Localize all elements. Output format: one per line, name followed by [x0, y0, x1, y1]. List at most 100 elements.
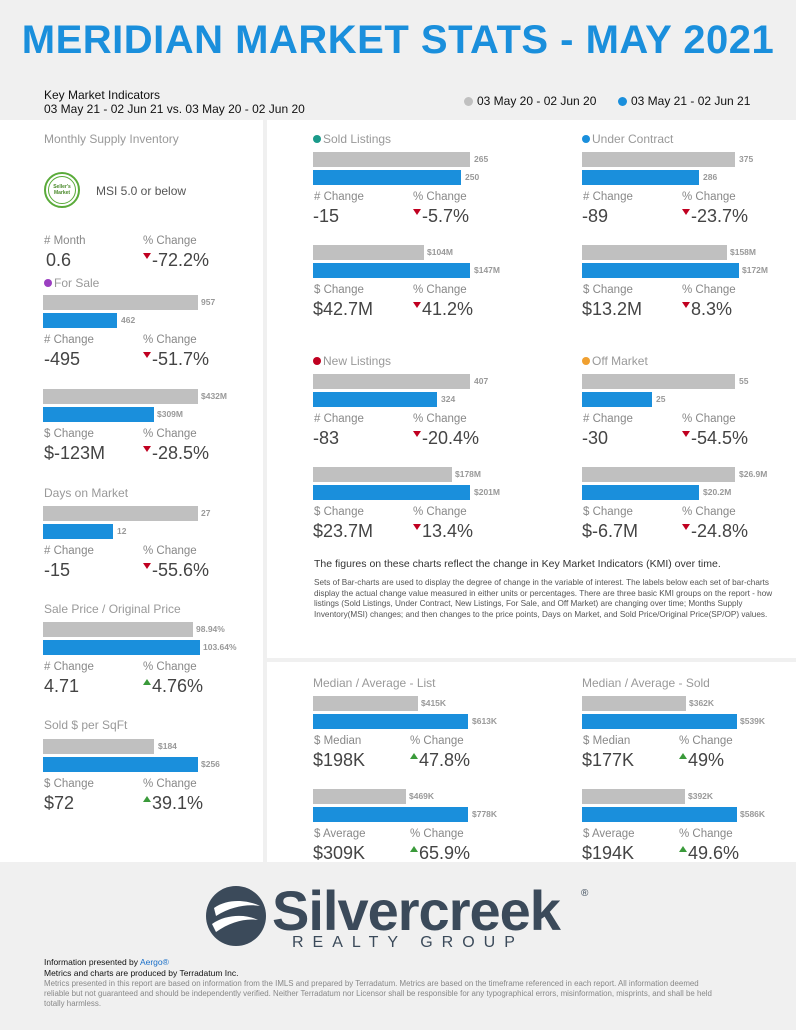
ml-pct2-label: % Change — [410, 828, 464, 840]
ml-avg-change: $309K — [313, 843, 366, 863]
legend-prev: 03 May 20 - 02 Jun 20 — [464, 94, 596, 108]
uc-pct1-label: % Change — [682, 191, 736, 203]
msi-pct-label: % Change — [143, 235, 197, 247]
under-contract-label: Under Contract — [582, 132, 673, 146]
legend-prev-dot-icon — [464, 96, 473, 106]
logo-registered: ® — [581, 888, 589, 899]
om-count-prev-bar — [582, 374, 735, 389]
down-triangle-icon — [143, 253, 151, 259]
presented-prefix: Information presented by — [44, 957, 139, 967]
sqft-dol-change: $72 — [44, 793, 75, 813]
uc-count-curr-bar — [582, 170, 699, 185]
om-pct2-label: % Change — [682, 506, 736, 518]
uc-dol-change: $13.2M — [582, 299, 643, 319]
ml-avg-prev-bar — [313, 789, 406, 804]
badge-line2: Market — [53, 190, 71, 196]
sellers-market-badge-icon: Seller's Market — [44, 172, 80, 208]
uc-count-curr-label: 286 — [703, 172, 718, 182]
om-count-curr-bar — [582, 392, 652, 407]
silvercreek-logo-icon — [206, 886, 266, 946]
for-sale-dol-change: $-123M — [44, 443, 106, 463]
down-triangle-icon — [413, 431, 421, 437]
down-triangle-icon — [413, 302, 421, 308]
legend-prev-label: 03 May 20 - 02 Jun 20 — [477, 94, 597, 108]
spop-prev-label: 98.94% — [196, 624, 225, 634]
om-dol-change: $-6.7M — [582, 521, 639, 541]
om-pct1-label: % Change — [682, 413, 736, 425]
dom-curr-bar — [43, 524, 113, 539]
ms-med-prev-label: $362K — [689, 698, 715, 708]
down-triangle-icon — [143, 446, 151, 452]
sqft-curr-bar — [43, 757, 198, 772]
new-count-prev-bar — [313, 374, 470, 389]
uc-dol-change-label: $ Change — [583, 284, 633, 296]
om-num-change: -30 — [582, 428, 609, 448]
page-title: MERIDIAN MARKET STATS - MAY 2021 — [21, 18, 775, 62]
aergo-link[interactable]: Aergo® — [139, 957, 169, 967]
om-vol-curr-label: $20.2M — [703, 487, 732, 497]
sold-vol-prev-bar — [313, 245, 424, 260]
off-market-dot-icon — [582, 357, 590, 365]
om-vol-prev-label: $26.9M — [739, 469, 768, 479]
median-sold-label: Median / Average - Sold — [582, 676, 710, 690]
uc-vol-curr-bar — [582, 263, 739, 278]
msi-month-value: 0.6 — [46, 250, 72, 270]
sold-pct1-label: % Change — [413, 191, 467, 203]
spop-num-change-label: # Change — [44, 661, 94, 673]
dom-pct: -55.6% — [143, 560, 209, 581]
up-triangle-icon — [679, 753, 687, 759]
uc-pct1: -23.7% — [682, 206, 748, 227]
down-triangle-icon — [682, 302, 690, 308]
dom-pct-label: % Change — [143, 545, 197, 557]
sqft-prev-label: $184 — [158, 741, 177, 751]
om-vol-curr-bar — [582, 485, 699, 500]
new-dol-change-label: $ Change — [314, 506, 364, 518]
presented-by: Information presented by Aergo® — [44, 957, 169, 967]
om-dol-change-label: $ Change — [583, 506, 633, 518]
ms-med-curr-bar — [582, 714, 737, 729]
for-sale-pct1: -51.7% — [143, 349, 209, 370]
new-dol-change: $23.7M — [313, 521, 374, 541]
dom-prev-label: 27 — [201, 508, 211, 518]
new-vol-prev-bar — [313, 467, 452, 482]
om-count-curr-label: 25 — [656, 394, 666, 404]
new-count-prev-label: 407 — [474, 376, 489, 386]
sold-dol-change-label: $ Change — [314, 284, 364, 296]
ms-pct2: 49.6% — [679, 843, 739, 864]
for-sale-count-curr-bar — [43, 313, 117, 328]
om-pct2: -24.8% — [682, 521, 748, 542]
ms-avg-change: $194K — [582, 843, 635, 863]
for-sale-vol-prev-bar — [43, 389, 198, 404]
off-market-label: Off Market — [582, 354, 648, 368]
down-triangle-icon — [143, 352, 151, 358]
down-triangle-icon — [682, 431, 690, 437]
kmi-panel — [267, 120, 796, 658]
sold-vol-prev-label: $104M — [427, 247, 453, 257]
spop-prev-bar — [43, 622, 193, 637]
dom-prev-bar — [43, 506, 198, 521]
sqft-pct-label: % Change — [143, 778, 197, 790]
ml-pct1-label: % Change — [410, 735, 464, 747]
uc-num-change-label: # Change — [583, 191, 633, 203]
uc-vol-curr-label: $172M — [742, 265, 768, 275]
msi-month-label: # Month — [44, 235, 86, 247]
for-sale-num-change: -495 — [44, 349, 81, 369]
uc-count-prev-label: 375 — [739, 154, 754, 164]
new-label: New Listings — [313, 354, 391, 368]
ml-med-prev-label: $415K — [421, 698, 447, 708]
dom-num-change: -15 — [44, 560, 71, 580]
ms-avg-curr-bar — [582, 807, 737, 822]
ml-avg-curr-label: $778K — [472, 809, 498, 819]
sqft-dol-change-label: $ Change — [44, 778, 94, 790]
for-sale-vol-curr-label: $309M — [157, 409, 183, 419]
sold-num-change-label: # Change — [314, 191, 364, 203]
notes-headline: The figures on these charts reflect the … — [314, 558, 721, 570]
sold-dol-change: $42.7M — [313, 299, 374, 319]
msi-badge-text: MSI 5.0 or below — [96, 184, 187, 198]
ml-avg-change-label: $ Average — [314, 828, 366, 840]
ms-pct2-label: % Change — [679, 828, 733, 840]
ml-med-curr-label: $613K — [472, 716, 498, 726]
sqft-prev-bar — [43, 739, 154, 754]
kmi-title: Key Market Indicators — [44, 88, 161, 102]
sold-vol-curr-label: $147M — [474, 265, 500, 275]
